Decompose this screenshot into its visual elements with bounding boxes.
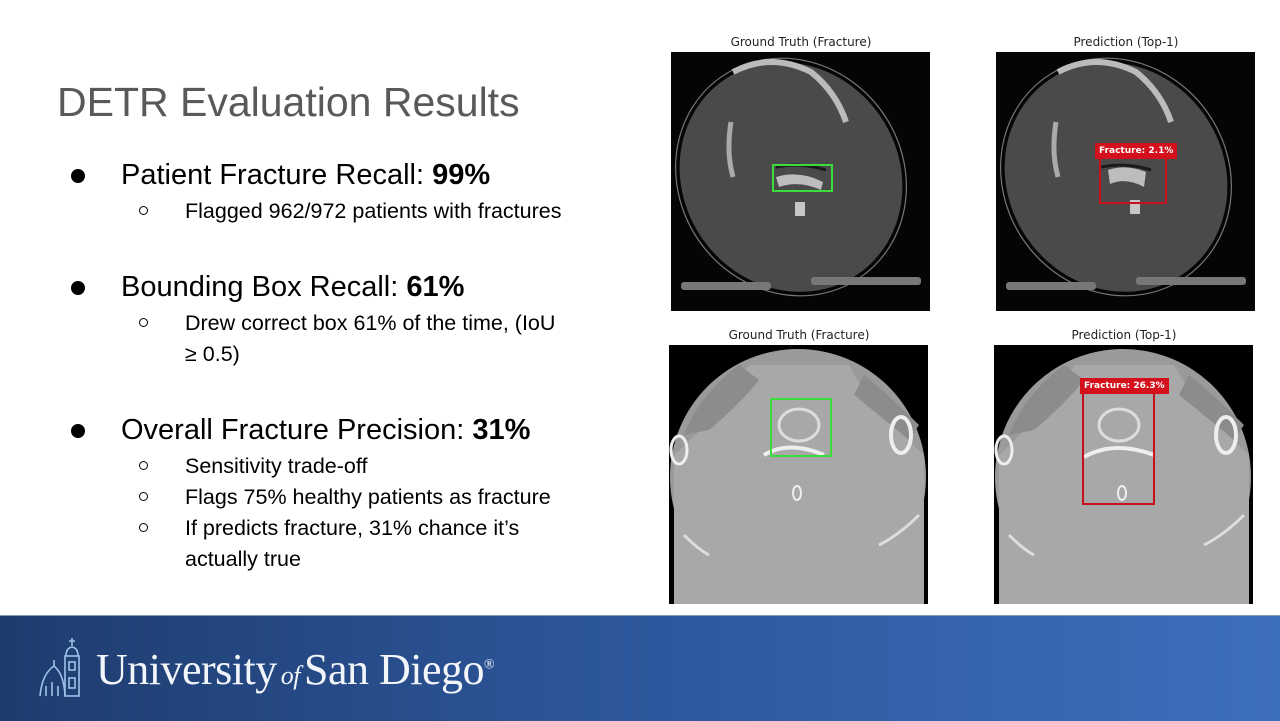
bullet-dot-icon <box>71 424 85 438</box>
bullet-dot-icon <box>71 169 85 183</box>
bullet-value: 31% <box>472 414 531 446</box>
panel-title-gt-top: Ground Truth (Fracture) <box>730 35 872 49</box>
ct-image <box>996 52 1255 311</box>
sub-bullet: Flags 75% healthy patients as fracture <box>139 482 551 513</box>
prediction-box <box>1082 391 1155 505</box>
ct-image <box>671 52 930 311</box>
ct-scan-gt-top <box>671 52 930 311</box>
ct-image <box>669 345 928 604</box>
bullet-label: Bounding Box Recall: <box>121 271 407 303</box>
prediction-label: Fracture: 2.1% <box>1095 143 1178 159</box>
sub-bullet-circle-icon <box>139 206 148 215</box>
prediction-label: Fracture: 26.3% <box>1080 378 1169 394</box>
sub-bullet: Flagged 962/972 patients with fractures <box>139 196 561 227</box>
bullet-precision: Overall Fracture Precision: 31% <box>71 413 531 447</box>
sub-bullet: Sensitivity trade-off <box>139 451 367 482</box>
university-logo-text: University ofSan Diego® <box>96 645 495 694</box>
panel-title-gt-bottom: Ground Truth (Fracture) <box>728 328 870 342</box>
bullet-dot-icon <box>71 281 85 295</box>
panel-title-pred-top: Prediction (Top-1) <box>1073 35 1179 49</box>
sub-bullet: If predicts fracture, 31% chance it’s <box>139 513 519 544</box>
sub-bullet-circle-icon <box>139 492 148 501</box>
panel-title-pred-bottom: Prediction (Top-1) <box>1071 328 1177 342</box>
mission-church-logo-icon <box>39 638 80 697</box>
ct-scan-pred-bottom: Fracture: 26.3% <box>994 345 1253 604</box>
sub-bullet-circle-icon <box>139 318 148 327</box>
bullet-value: 61% <box>406 271 465 303</box>
slide-title: DETR Evaluation Results <box>57 79 520 125</box>
bullet-label: Overall Fracture Precision: <box>121 414 473 446</box>
ct-scan-pred-top: Fracture: 2.1% <box>996 52 1255 311</box>
ct-scan-gt-bottom <box>669 345 928 604</box>
ground-truth-box <box>770 398 832 457</box>
sub-bullet-continuation: ≥ 0.5) <box>185 342 240 366</box>
ground-truth-box <box>772 164 833 192</box>
footer-banner: University ofSan Diego® <box>0 615 1280 721</box>
bullet-bbox-recall: Bounding Box Recall: 61% <box>71 270 465 304</box>
sub-bullet: Drew correct box 61% of the time, (IoU <box>139 308 555 339</box>
sub-bullet-circle-icon <box>139 461 148 470</box>
bullet-patient-recall: Patient Fracture Recall: 99% <box>71 158 491 192</box>
prediction-box <box>1099 156 1167 204</box>
sub-bullet-continuation: actually true <box>185 547 301 571</box>
sub-bullet-circle-icon <box>139 523 148 532</box>
bullet-value: 99% <box>432 159 491 191</box>
bullet-label: Patient Fracture Recall: <box>121 159 433 191</box>
